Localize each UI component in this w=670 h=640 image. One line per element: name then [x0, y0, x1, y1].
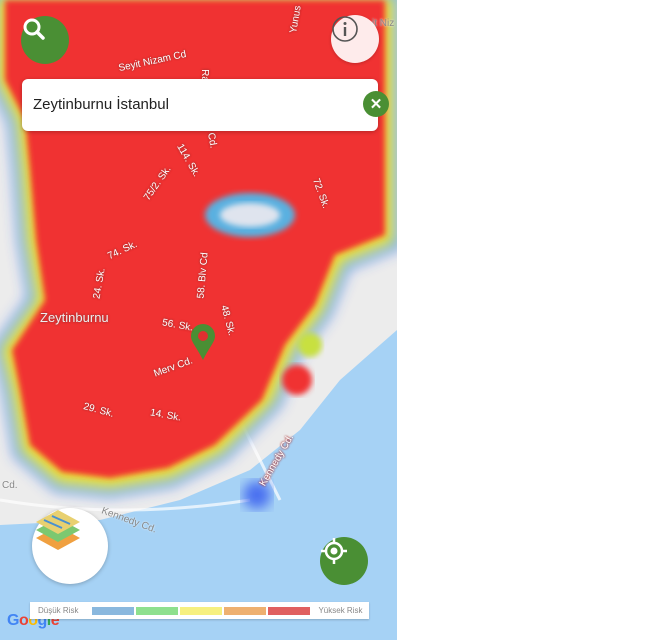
map-layers-icon: [36, 510, 80, 550]
my-location-icon: [321, 538, 347, 564]
search-input[interactable]: Zeytinburnu İstanbul ✕: [22, 79, 389, 131]
clear-search-button[interactable]: ✕: [363, 91, 389, 117]
legend-swatch: [224, 606, 267, 615]
district-label: Zeytinburnu: [40, 310, 109, 325]
map-view[interactable]: Seyit Nizam Cd Yunus it Niz Ra Cd. 114. …: [0, 0, 397, 640]
legend-high-label: Yüksek Risk: [318, 606, 363, 615]
legend-swatch: [136, 606, 179, 615]
legend-swatch: [268, 606, 311, 615]
search-button[interactable]: [21, 16, 69, 64]
info-button[interactable]: [331, 15, 379, 63]
info-icon: [332, 16, 358, 42]
risk-legend: Düşük Risk Yüksek Risk: [30, 602, 369, 619]
my-location-button[interactable]: [320, 537, 368, 585]
legend-swatch: [92, 606, 135, 615]
map-layers-button[interactable]: [32, 508, 108, 584]
legend-swatch: [180, 606, 223, 615]
close-icon: ✕: [369, 96, 383, 113]
legend-low-label: Düşük Risk: [38, 606, 79, 615]
street-label: Cd.: [2, 480, 18, 491]
search-icon: [23, 18, 45, 40]
search-input-value: Zeytinburnu İstanbul: [33, 96, 169, 113]
google-logo: Google: [7, 612, 60, 629]
street-label: it Niz: [372, 18, 395, 29]
location-marker[interactable]: [191, 324, 215, 360]
